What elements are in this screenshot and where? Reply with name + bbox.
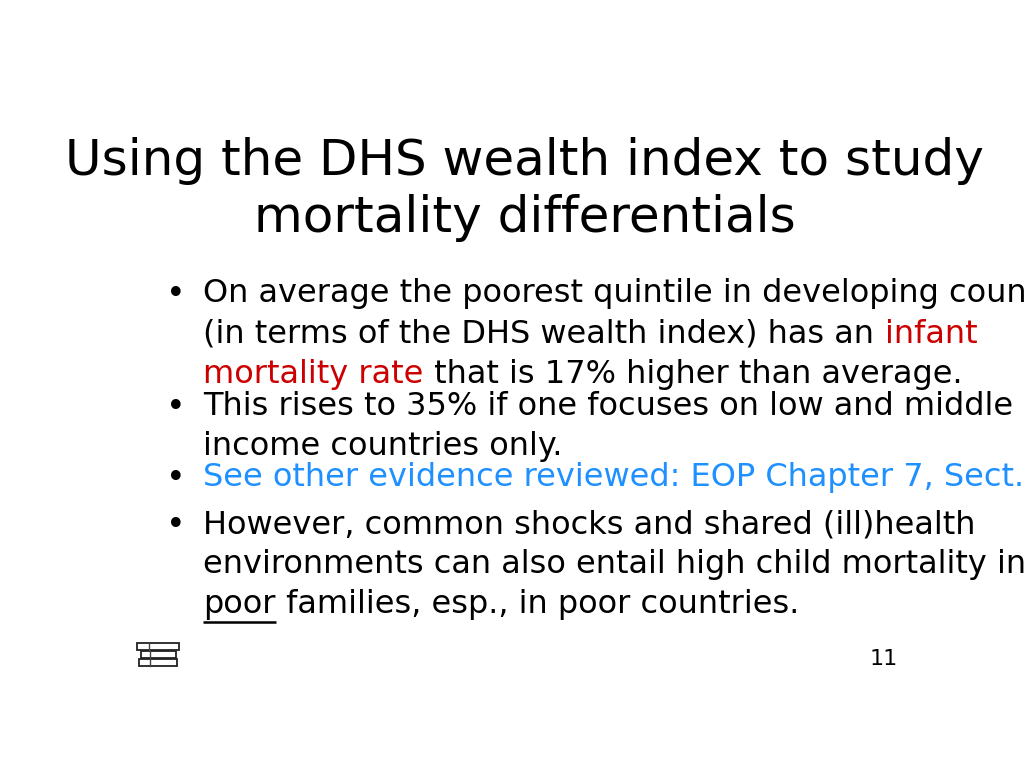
Text: environments can also entail high child mortality in: environments can also entail high child … [204,549,1024,581]
Text: This rises to 35% if one focuses on low and middle: This rises to 35% if one focuses on low … [204,391,1014,422]
Text: Using the DHS wealth index to study
mortality differentials: Using the DHS wealth index to study mort… [66,137,984,242]
Text: However, common shocks and shared (ill)health: However, common shocks and shared (ill)h… [204,509,976,540]
FancyBboxPatch shape [139,659,177,666]
Text: income countries only.: income countries only. [204,431,563,462]
FancyBboxPatch shape [137,643,179,650]
Text: •: • [166,391,185,424]
Text: poor: poor [204,590,275,621]
Text: See other evidence reviewed: EOP Chapter 7, Sect.7.5.: See other evidence reviewed: EOP Chapter… [204,462,1024,493]
Text: 11: 11 [869,649,898,669]
FancyBboxPatch shape [140,651,176,657]
Text: that is 17% higher than average.: that is 17% higher than average. [424,359,963,390]
Text: On average the poorest quintile in developing countries: On average the poorest quintile in devel… [204,279,1024,310]
Text: mortality rate: mortality rate [204,359,424,390]
Text: •: • [166,462,185,495]
Text: •: • [166,279,185,312]
Text: infant: infant [885,319,977,349]
Text: (in terms of the DHS wealth index) has an: (in terms of the DHS wealth index) has a… [204,319,885,349]
Text: families, esp., in poor countries.: families, esp., in poor countries. [275,590,800,621]
Text: •: • [166,509,185,542]
